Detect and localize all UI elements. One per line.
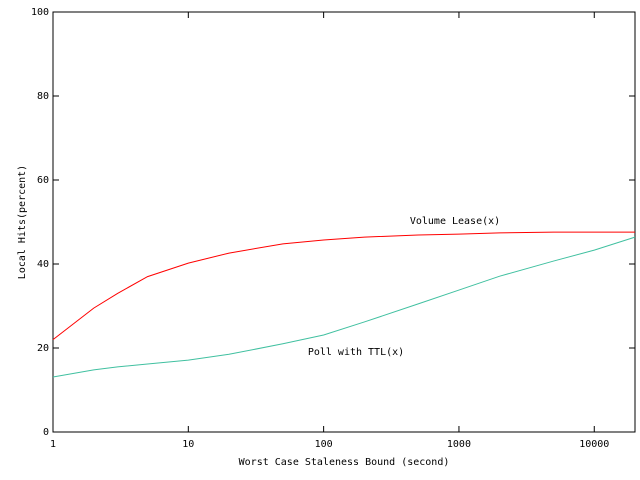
y-tick-label: 80 [37, 91, 49, 102]
plot-frame [52, 11, 636, 433]
series-line [52, 236, 636, 378]
y-axis-title: Local Hits(percent) [17, 165, 28, 279]
x-tick-label: 10000 [579, 439, 609, 450]
y-tick-label: 0 [43, 427, 49, 438]
x-axis-title: Worst Case Staleness Bound (second) [239, 457, 450, 468]
x-tick-label: 1 [50, 439, 56, 450]
y-tick-label: 20 [37, 343, 49, 354]
y-tick-label: 40 [37, 259, 49, 270]
x-tick-label: 1000 [447, 439, 471, 450]
series-label: Volume Lease(x) [410, 216, 500, 227]
x-tick-label: 10 [182, 439, 194, 450]
x-tick-label: 100 [315, 439, 333, 450]
series-label: Poll with TTL(x) [308, 347, 404, 358]
y-tick-label: 100 [31, 7, 49, 18]
series-line [52, 231, 635, 340]
y-tick-label: 60 [37, 175, 49, 186]
